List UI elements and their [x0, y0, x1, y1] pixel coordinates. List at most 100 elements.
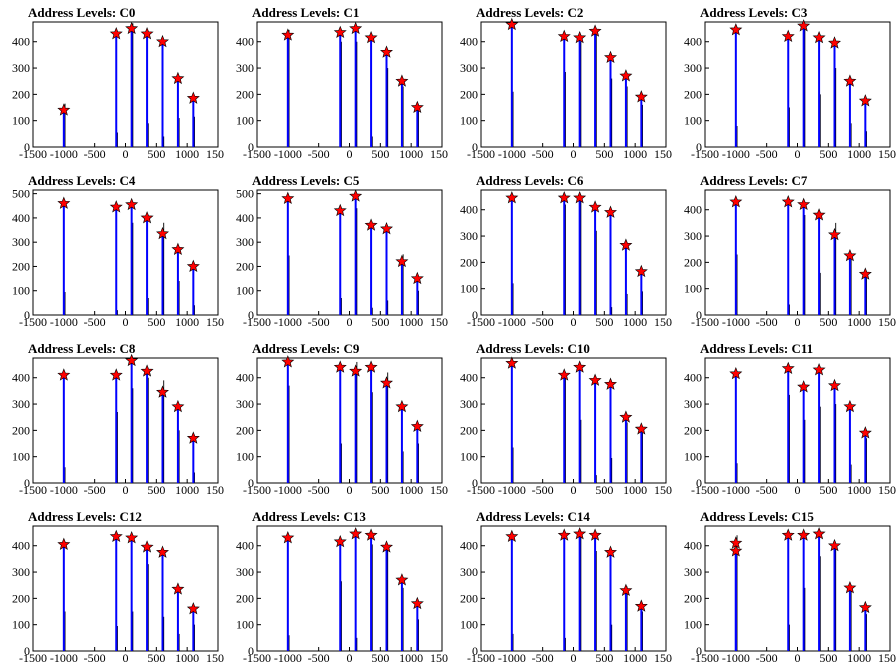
- x-tick-label: 1500: [206, 483, 224, 497]
- x-tick-label: 1500: [430, 315, 448, 329]
- y-tick-label: 100: [684, 114, 702, 128]
- peak-star-marker: [843, 399, 857, 413]
- y-tick-label: 200: [684, 87, 702, 101]
- plot-frame: [480, 357, 667, 484]
- y-tick-label: 400: [236, 35, 254, 49]
- x-tick-label: -1500: [691, 147, 719, 161]
- y-tick-label: 0: [248, 308, 254, 322]
- peak-bar: [833, 43, 836, 148]
- y-tick-label: 200: [236, 259, 254, 273]
- peak-star-marker: [729, 195, 743, 208]
- chart-title: Address Levels: C11: [700, 341, 814, 356]
- chart-svg: 0 100 200 300 400 -1500-1000 -500 0 500 1000 1500: [684, 19, 896, 161]
- peak-bar: [578, 197, 581, 315]
- peak-star-marker: [395, 74, 409, 87]
- peak-star-marker: [797, 380, 811, 393]
- x-tick-label: -1000: [498, 483, 526, 497]
- y-tick-label: 0: [24, 644, 30, 658]
- peak-star-marker: [349, 364, 363, 377]
- peak-star-marker: [109, 529, 123, 543]
- peak-star-marker: [781, 195, 795, 208]
- x-tick-label: 500: [595, 315, 613, 329]
- x-tick-label: -1500: [691, 315, 719, 329]
- y-tick-label: 400: [684, 35, 702, 49]
- y-tick-label: 400: [684, 539, 702, 553]
- peak-bar: [62, 544, 65, 651]
- peak-star-marker: [828, 538, 841, 552]
- x-tick-label: 1500: [430, 147, 448, 161]
- peak-star-marker: [812, 527, 826, 540]
- x-tick-label: -1000: [274, 147, 302, 161]
- peak-star-marker: [858, 600, 872, 614]
- chart-svg: 0 100 200 300 400 500 -1500 -1000 -500 0 500 1000 15…: [236, 187, 448, 329]
- x-tick-label: 0: [123, 147, 129, 161]
- peak-star-marker: [729, 23, 743, 36]
- peak-star-marker: [281, 28, 295, 41]
- y-tick-label: 100: [236, 450, 254, 464]
- y-tick-label: 100: [12, 114, 30, 128]
- chart-title: Address Levels: C6: [476, 173, 584, 188]
- y-tick-label: 300: [460, 229, 478, 243]
- peak-bar: [802, 25, 805, 147]
- x-tick-label: -1500: [243, 315, 271, 329]
- y-tick-label: 200: [12, 591, 30, 605]
- peak-star-marker: [380, 222, 393, 235]
- peak-star-marker: [281, 191, 295, 205]
- x-tick-label: 500: [595, 483, 613, 497]
- chart-title: Address Levels: C5: [252, 173, 360, 188]
- peak-bar: [416, 426, 419, 483]
- peak-star-marker: [140, 211, 154, 224]
- peak-star-marker: [858, 94, 872, 107]
- y-tick-label: 300: [460, 565, 478, 579]
- y-tick-label: 400: [12, 539, 30, 553]
- chart-panel: 0 100 200 300 400 -1500-1000 -500 0 500 1000 1500 A…: [448, 504, 672, 672]
- plot-frame: [32, 357, 219, 484]
- peak-bar: [818, 215, 821, 315]
- peak-bar: [161, 233, 164, 315]
- x-tick-label: 1500: [206, 315, 224, 329]
- peak-star-marker: [364, 360, 378, 373]
- chart-panel: 0 100 200 300 400 -1500-1000 -500 0 500 1000 1500 A…: [224, 0, 448, 168]
- y-tick-label: 100: [236, 114, 254, 128]
- chart-panel: 0 100 200 300 400 500 -1500 -1000 -500 0 500 1000 15…: [0, 168, 224, 336]
- peak-bar: [115, 536, 118, 651]
- y-tick-label: 300: [12, 565, 30, 579]
- peak-bar: [400, 406, 403, 483]
- peak-star-marker: [171, 71, 185, 85]
- x-tick-label: 500: [595, 147, 613, 161]
- peak-bar: [624, 417, 627, 483]
- peak-star-marker: [380, 540, 393, 553]
- x-tick-label: 1500: [430, 651, 448, 665]
- x-tick-label: -500: [84, 651, 106, 665]
- x-tick-label: -500: [84, 147, 106, 161]
- peak-bar: [864, 100, 867, 147]
- peak-bar: [640, 429, 643, 483]
- peak-bar: [416, 603, 419, 651]
- y-tick-label: 0: [696, 476, 702, 490]
- peak-bar: [62, 203, 65, 315]
- y-tick-label: 200: [236, 423, 254, 437]
- peak-bar: [640, 606, 643, 651]
- chart-svg: 0 100 200 300 400 -1500-1000 -500 0 500 1000 1500: [684, 189, 896, 329]
- y-tick-label: 0: [472, 644, 478, 658]
- x-tick-label: 0: [347, 651, 353, 665]
- peak-bar: [833, 545, 836, 651]
- peak-star-marker: [140, 540, 154, 553]
- peak-star-marker: [505, 529, 519, 543]
- chart-panel: 0 100 200 300 400 -1500-1000 -500 0 500 1000 1500 A…: [0, 0, 224, 168]
- peak-bar: [192, 608, 195, 651]
- y-tick-label: 400: [460, 539, 478, 553]
- peak-bar: [563, 36, 566, 148]
- chart-title: Address Levels: C1: [252, 5, 360, 20]
- peak-star-marker: [364, 218, 378, 231]
- x-tick-label: 1000: [175, 651, 199, 665]
- y-tick-label: 400: [684, 203, 702, 217]
- peak-bar: [339, 210, 342, 315]
- x-tick-label: 1500: [206, 651, 224, 665]
- peak-star-marker: [619, 238, 633, 251]
- y-tick-label: 0: [248, 140, 254, 154]
- peak-bar: [339, 541, 342, 651]
- peak-star-marker: [781, 361, 795, 375]
- peak-star-marker: [410, 596, 424, 610]
- x-tick-label: 1000: [175, 315, 199, 329]
